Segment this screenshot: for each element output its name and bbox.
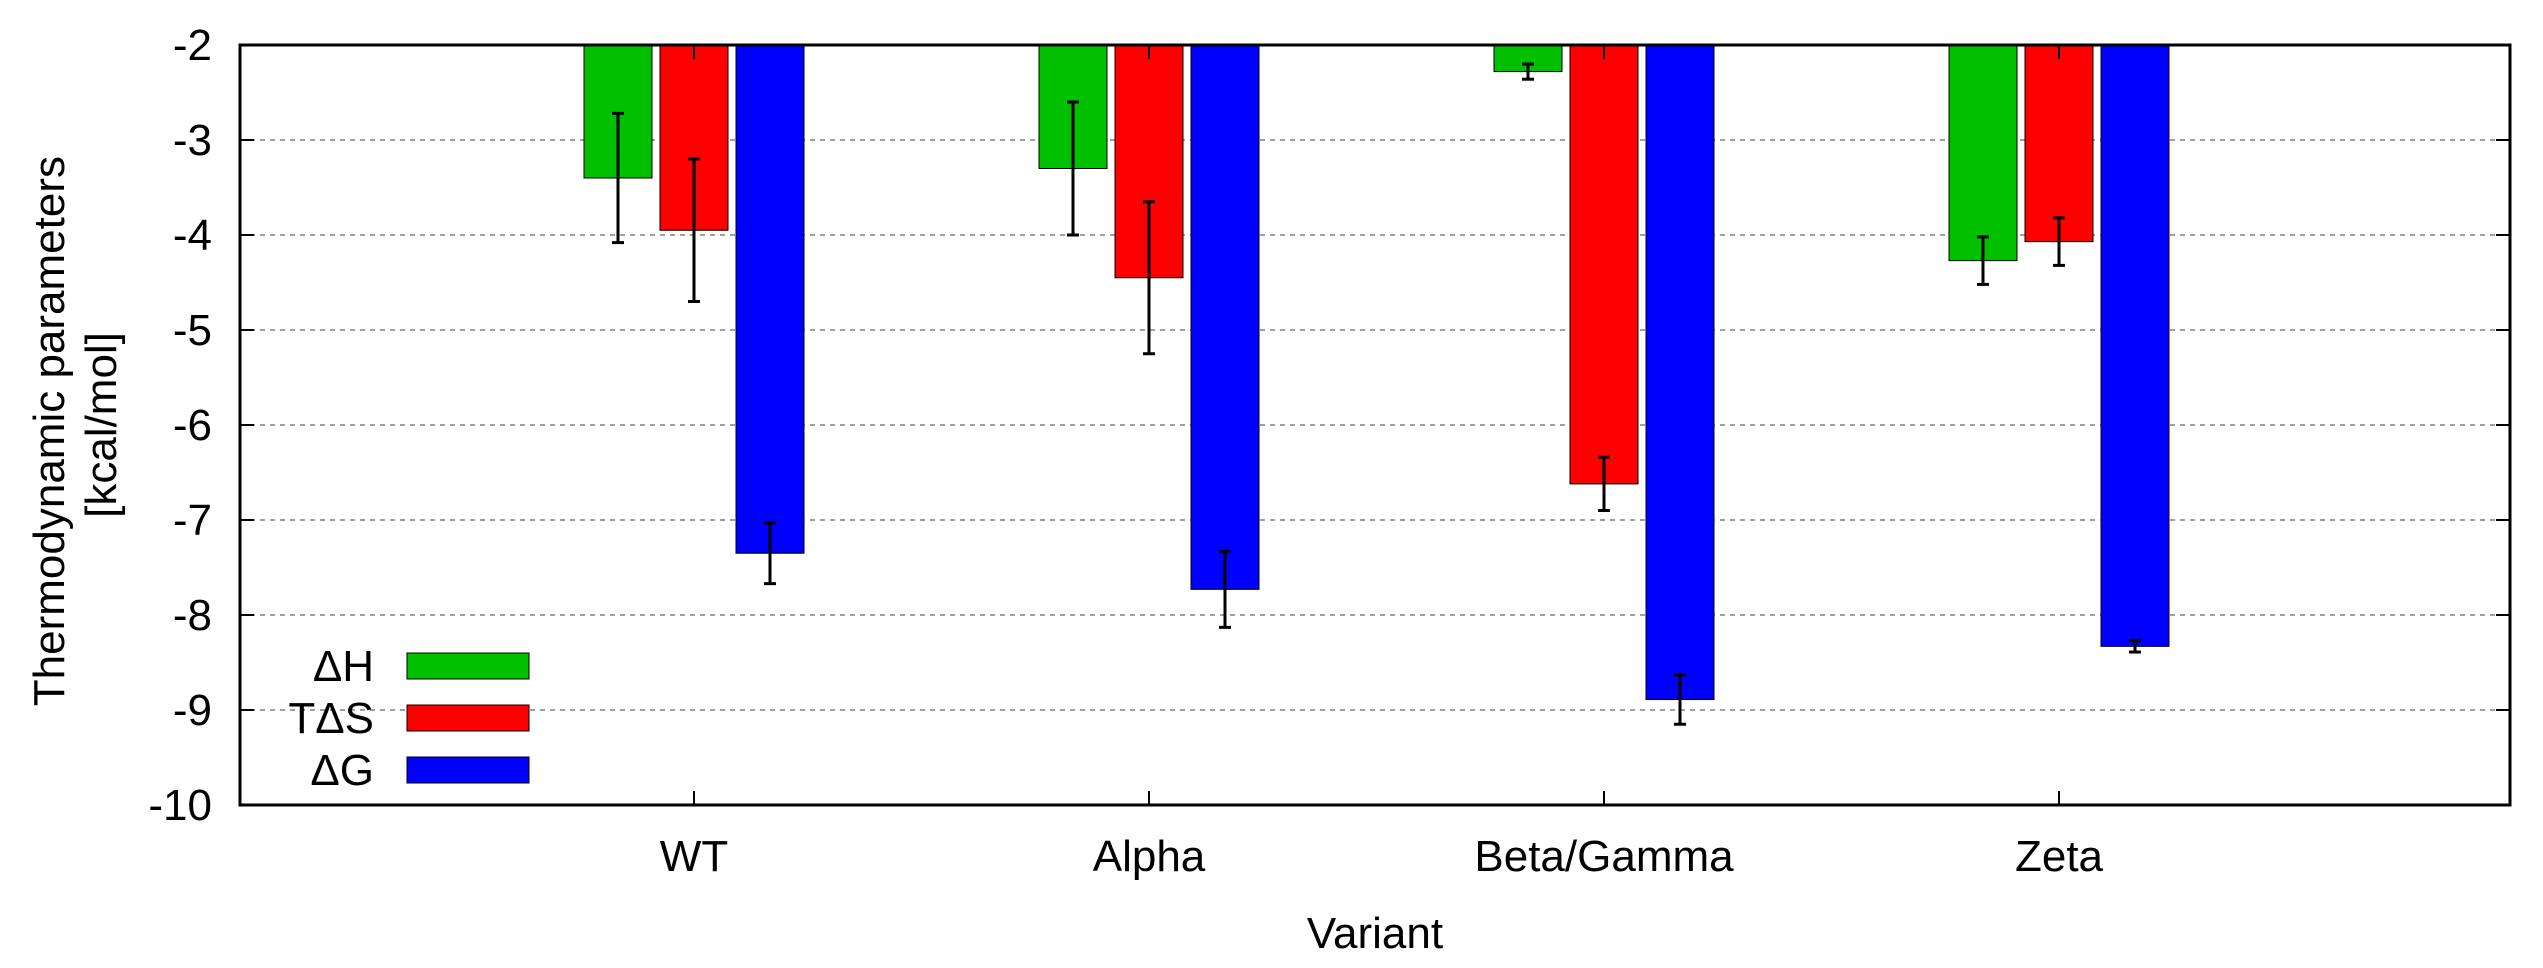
x-tick-label: WT <box>660 832 728 881</box>
y-tick-label: -7 <box>173 496 212 545</box>
y-axis-label: Thermodynamic parameters [kcal/mol] <box>25 144 126 706</box>
x-tick-label: Beta/Gamma <box>1474 832 1734 881</box>
error-bar <box>1977 235 1989 286</box>
legend-item: ΔH <box>313 642 530 691</box>
error-bar <box>1674 673 1686 726</box>
x-tick-label: Alpha <box>1093 832 1206 881</box>
bar-ΔG-Beta/Gamma <box>1645 44 1715 701</box>
bar-ΔG-Zeta <box>2100 44 2170 647</box>
legend-label: ΔH <box>313 642 374 691</box>
error-bar <box>1598 455 1610 512</box>
x-axis-label: Variant <box>1307 909 1443 958</box>
error-bar <box>1219 549 1231 629</box>
error-bar <box>764 521 776 586</box>
y-axis-label-line-2: [kcal/mol] <box>77 332 126 518</box>
error-bar <box>688 157 700 303</box>
y-tick-label: -4 <box>173 211 212 260</box>
y-tick-label: -8 <box>173 591 212 640</box>
legend-label: TΔS <box>288 694 374 743</box>
errorbar-layer <box>612 62 2141 726</box>
bar-TΔS-Beta/Gamma <box>1569 44 1639 485</box>
legend-item: ΔG <box>310 746 530 795</box>
error-bar <box>2053 216 2065 267</box>
x-tick-label: Zeta <box>2015 832 2104 881</box>
y-tick-label: -6 <box>173 401 212 450</box>
legend-swatch <box>406 652 530 680</box>
error-bar <box>612 111 624 245</box>
legend-label: ΔG <box>310 746 374 795</box>
error-bar <box>2129 639 2141 654</box>
bar-ΔH-Zeta <box>1948 44 2018 262</box>
error-bar <box>1067 100 1079 237</box>
bar-ΔG-Alpha <box>1190 44 1260 590</box>
y-tick-label: -3 <box>173 116 212 165</box>
bar-ΔG-WT <box>735 44 805 554</box>
error-bar <box>1143 200 1155 356</box>
y-axis-label-line-1: Thermodynamic parameters <box>25 156 74 706</box>
legend-item: TΔS <box>288 694 530 743</box>
bar-TΔS-Zeta <box>2024 44 2094 243</box>
legend-swatch <box>406 756 530 784</box>
bars-layer <box>583 44 2170 701</box>
y-tick-label: -9 <box>173 686 212 735</box>
y-tick-label: -5 <box>173 306 212 355</box>
ticks-layer: -2 -3 -4 -5 -6 -7 -8 -9 -10 WT Alpha Beta/Gamma Zeta <box>148 21 2510 881</box>
error-bar <box>1522 62 1534 81</box>
labels-layer: Variant Thermodynamic parameters [kcal/m… <box>25 144 1443 958</box>
y-tick-label: -10 <box>148 781 212 830</box>
legend-swatch <box>406 704 530 732</box>
y-tick-label: -2 <box>173 21 212 70</box>
